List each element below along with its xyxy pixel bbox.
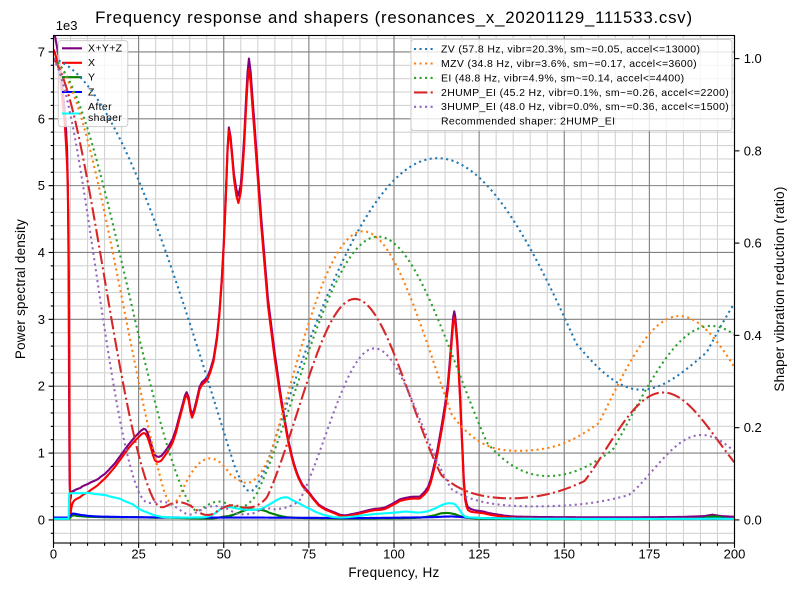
svg-text:1.0: 1.0	[744, 51, 762, 66]
svg-text:3: 3	[38, 312, 45, 327]
svg-text:Recommended shaper: 2HUMP_EI: Recommended shaper: 2HUMP_EI	[441, 116, 615, 128]
svg-text:0.0: 0.0	[744, 512, 762, 527]
svg-text:25: 25	[131, 547, 145, 562]
svg-text:6: 6	[38, 111, 45, 126]
svg-text:125: 125	[468, 547, 490, 562]
svg-text:200: 200	[724, 547, 746, 562]
svg-text:Frequency response and shapers: Frequency response and shapers (resonanc…	[95, 8, 693, 27]
svg-text:3HUMP_EI (48.0 Hz, vibr=0.0%,: 3HUMP_EI (48.0 Hz, vibr=0.0%, sm~=0.36, …	[441, 101, 729, 113]
svg-text:shaper: shaper	[88, 112, 122, 124]
svg-text:5: 5	[38, 178, 45, 193]
svg-text:X+Y+Z: X+Y+Z	[88, 43, 123, 55]
svg-text:Y: Y	[88, 72, 95, 84]
svg-text:1: 1	[38, 446, 45, 461]
svg-text:2HUMP_EI (45.2 Hz, vibr=0.1%,: 2HUMP_EI (45.2 Hz, vibr=0.1%, sm~=0.26, …	[441, 87, 729, 99]
svg-text:50: 50	[217, 547, 231, 562]
svg-text:2: 2	[38, 379, 45, 394]
svg-text:0: 0	[38, 512, 45, 527]
svg-text:0.8: 0.8	[744, 143, 762, 158]
svg-text:EI (48.8 Hz, vibr=4.9%, sm~=0.: EI (48.8 Hz, vibr=4.9%, sm~=0.14, accel<…	[441, 72, 684, 84]
svg-text:4: 4	[38, 245, 45, 260]
svg-text:175: 175	[639, 547, 661, 562]
svg-text:0.4: 0.4	[744, 328, 762, 343]
svg-text:ZV (57.8 Hz, vibr=20.3%, sm~=0: ZV (57.8 Hz, vibr=20.3%, sm~=0.05, accel…	[441, 43, 700, 55]
svg-text:Power spectral density: Power spectral density	[13, 219, 28, 359]
svg-text:X: X	[88, 57, 95, 69]
svg-text:After: After	[88, 101, 112, 113]
svg-text:Shaper vibration reduction (ra: Shaper vibration reduction (ratio)	[772, 186, 787, 391]
svg-text:150: 150	[553, 547, 575, 562]
svg-text:1e3: 1e3	[56, 18, 78, 33]
svg-text:100: 100	[383, 547, 405, 562]
svg-text:Z: Z	[88, 86, 95, 98]
svg-text:0.6: 0.6	[744, 236, 762, 251]
svg-text:0.2: 0.2	[744, 420, 762, 435]
svg-text:MZV (34.8 Hz, vibr=3.6%, sm~=0: MZV (34.8 Hz, vibr=3.6%, sm~=0.17, accel…	[441, 58, 697, 70]
svg-text:Frequency, Hz: Frequency, Hz	[348, 565, 439, 580]
svg-text:7: 7	[38, 44, 45, 59]
svg-text:0: 0	[50, 547, 57, 562]
svg-text:75: 75	[302, 547, 316, 562]
